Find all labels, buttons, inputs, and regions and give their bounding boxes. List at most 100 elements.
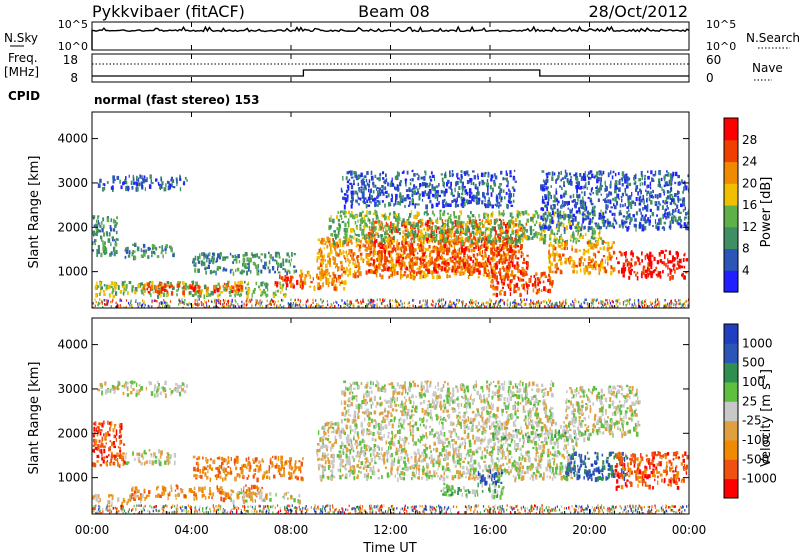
power-cell	[352, 253, 354, 258]
power-cell	[388, 250, 390, 255]
power-cell	[442, 236, 446, 241]
power-cell	[595, 186, 597, 189]
power-cell	[408, 246, 412, 251]
power-cell	[596, 171, 599, 176]
power-cell	[456, 265, 459, 270]
power-cell	[564, 244, 567, 248]
power-noise-cell	[545, 306, 547, 308]
power-cell	[467, 214, 470, 218]
power-cell	[453, 242, 455, 245]
power-noise-cell	[560, 304, 562, 307]
power-cell	[610, 206, 614, 209]
power-cell	[442, 252, 445, 255]
power-cell	[645, 207, 649, 212]
power-cell	[245, 290, 249, 295]
power-cell	[636, 255, 638, 259]
power-cell	[535, 231, 538, 236]
power-cell	[274, 290, 277, 294]
power-cell	[558, 255, 561, 258]
power-cell	[463, 262, 467, 267]
power-cell	[495, 254, 499, 258]
power-cell	[533, 214, 536, 218]
power-cell	[376, 186, 379, 189]
power-cell	[604, 180, 606, 186]
power-cell	[554, 246, 557, 251]
power-noise-cell	[516, 302, 518, 305]
power-noise-cell	[396, 300, 398, 304]
power-cell	[570, 223, 573, 227]
power-cell	[337, 253, 340, 257]
power-noise-cell	[591, 298, 593, 301]
power-cell	[427, 195, 431, 200]
power-cell	[470, 182, 473, 185]
power-cell	[534, 283, 537, 289]
power-cell	[216, 268, 219, 271]
power-cell	[674, 216, 677, 222]
power-cell	[686, 258, 689, 262]
power-cell	[404, 229, 408, 232]
power-noise-cell	[426, 303, 428, 306]
power-cell	[384, 247, 387, 250]
power-cell	[493, 247, 496, 251]
power-cell	[409, 264, 412, 269]
power-cell	[434, 261, 437, 264]
power-noise-cell	[548, 305, 551, 308]
power-cell	[436, 250, 439, 256]
power-cell	[472, 261, 474, 266]
power-cell	[494, 173, 496, 177]
power-cell	[495, 251, 498, 256]
power-cell	[478, 181, 481, 185]
power-cell	[441, 248, 444, 253]
power-cell	[406, 274, 409, 278]
power-cell	[140, 254, 143, 258]
power-cell	[402, 253, 404, 258]
power-noise-cell	[112, 298, 114, 302]
power-cell	[659, 183, 662, 188]
power-noise-cell	[597, 306, 599, 308]
power-cell	[501, 267, 504, 270]
power-cell	[669, 178, 672, 181]
power-cell	[169, 282, 172, 286]
power-cell	[95, 223, 98, 228]
power-cell	[411, 263, 414, 267]
power-cell	[282, 261, 285, 267]
power-cell	[580, 268, 582, 273]
power-cell	[473, 198, 475, 203]
power-cell	[380, 238, 383, 243]
power-cell	[363, 201, 366, 205]
power-cell	[411, 229, 414, 234]
power-cell	[370, 243, 374, 247]
power-cell	[599, 230, 601, 234]
power-cell	[555, 179, 557, 184]
power-cell	[596, 185, 598, 190]
power-cell	[434, 190, 436, 194]
nsky-trace	[91, 25, 690, 50]
power-cell	[382, 189, 384, 192]
power-noise-cell	[450, 306, 452, 308]
power-cell	[684, 206, 686, 211]
power-cell	[410, 252, 414, 256]
power-cell	[554, 265, 557, 269]
power-cell	[508, 201, 512, 204]
power-cell	[445, 202, 448, 206]
power-cell	[144, 283, 146, 288]
power-cell	[444, 244, 446, 248]
power-cell	[392, 236, 395, 239]
power-cell	[380, 220, 383, 224]
power-cell	[645, 274, 648, 279]
power-cell	[370, 201, 372, 204]
power-noise-cell	[271, 299, 274, 303]
power-cell	[682, 197, 686, 202]
power-cell	[319, 271, 321, 275]
power-cell	[614, 196, 617, 202]
power-cell	[577, 196, 579, 202]
power-cell	[393, 227, 395, 230]
power-cell	[628, 182, 632, 186]
power-cell	[667, 273, 669, 277]
power-cell	[676, 255, 679, 260]
power-cell	[542, 179, 545, 183]
power-cell	[682, 201, 686, 205]
power-cell	[606, 218, 609, 222]
power-cell	[622, 226, 624, 229]
power-cell	[381, 245, 384, 250]
